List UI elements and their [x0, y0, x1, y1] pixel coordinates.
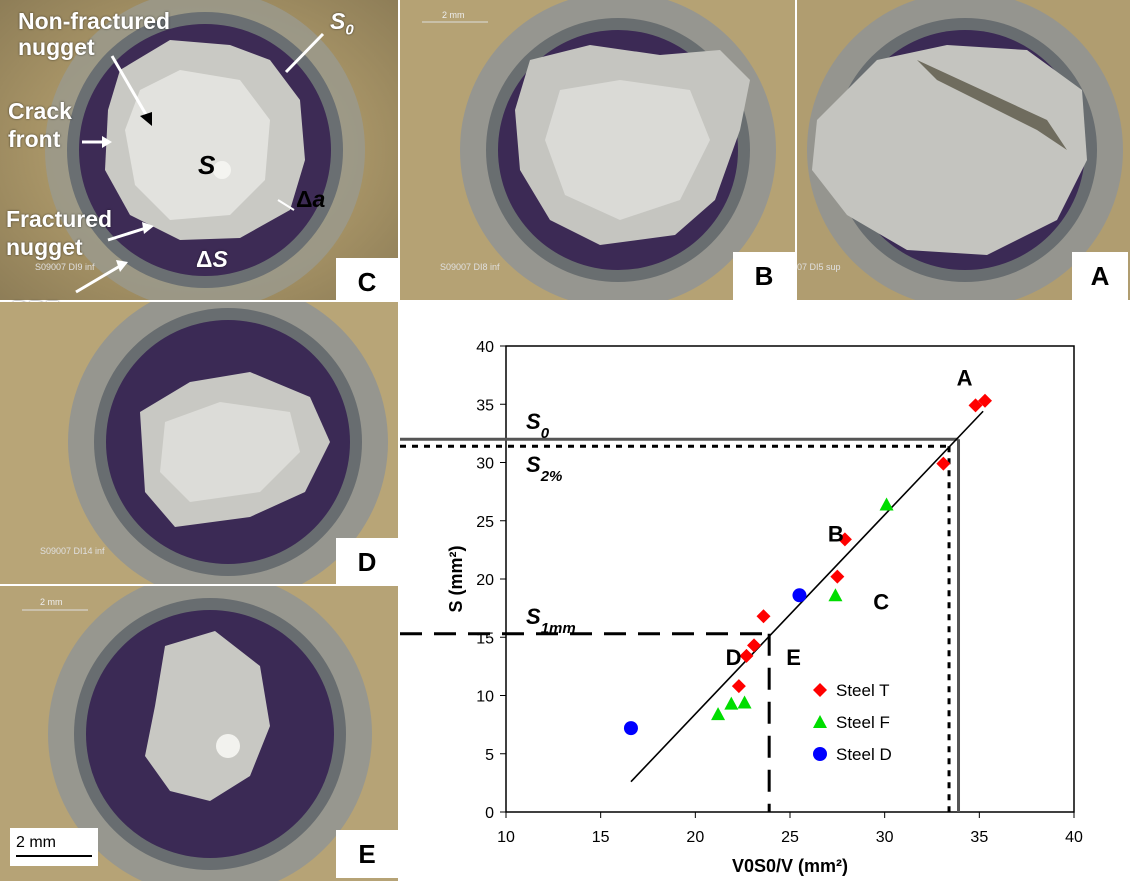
data-point-triangle	[724, 696, 739, 710]
fit-line	[630, 410, 984, 783]
micrograph-e-scale: 2 mm	[40, 597, 63, 607]
annot-s: S	[198, 150, 216, 180]
ref-label-s0: S0	[526, 409, 550, 442]
micrograph-panel-e: 2 mm	[0, 586, 398, 881]
legend-label: Steel F	[836, 713, 890, 732]
data-point-diamond	[747, 638, 762, 653]
annot-fractured: Fractured	[6, 206, 113, 232]
data-point-diamond	[739, 648, 754, 663]
scale-bar-line	[16, 855, 92, 857]
plot-frame	[505, 345, 1075, 813]
scatter-chart: 10 15 20 25 30 35 40 0 5 10 15 20 25 30 35 40 V0S0/V (mm…	[400, 300, 1130, 881]
legend-label: Steel D	[836, 745, 892, 764]
data-point-diamond	[968, 398, 983, 413]
data-point-triangle	[711, 707, 726, 721]
micrograph-d-caption: S09007 DI14 inf	[40, 546, 105, 556]
micrograph-c-caption: S09007 DI9 inf	[35, 262, 95, 272]
micrograph-a-image: 07 DI5 sup	[797, 0, 1130, 300]
annot-crack: Crack	[8, 98, 72, 124]
x-tick-label: 15	[592, 829, 610, 846]
micrograph-c-image: S09007 DI9 inf	[0, 0, 398, 300]
y-tick-label: 10	[476, 689, 494, 706]
y-axis-label: S (mm²)	[446, 545, 466, 612]
annot-non-fractured: Non-fractured	[18, 8, 171, 34]
point-label: B	[828, 522, 844, 547]
micrograph-panel-c: S09007 DI9 inf	[0, 0, 398, 300]
micrograph-panel-b: 2 mm S09007 DI8 inf	[400, 0, 795, 300]
y-tick-label: 25	[476, 514, 494, 531]
data-point-diamond	[813, 683, 827, 697]
micrograph-e-image: 2 mm	[0, 586, 398, 881]
data-point-circle	[792, 588, 807, 603]
annotation-arrows	[75, 32, 325, 294]
point-label: A	[957, 366, 973, 391]
micrograph-b-caption: S09007 DI8 inf	[440, 262, 500, 272]
scale-bar-box	[10, 828, 98, 866]
x-axis-label: V0S0/V (mm²)	[732, 856, 848, 876]
panel-letter-c: C	[336, 258, 398, 306]
data-point-triangle	[828, 588, 843, 602]
micrograph-b-image: 2 mm S09007 DI8 inf	[400, 0, 795, 300]
x-tick-label: 10	[497, 829, 515, 846]
point-label: E	[786, 645, 801, 670]
data-point-triangle	[879, 497, 894, 511]
y-tick-label: 40	[476, 339, 494, 356]
ref-label-s1mm: S1mm	[526, 604, 576, 637]
annot-s0: S0	[330, 8, 354, 39]
data-point-triangle	[737, 695, 752, 709]
panel-letter-b: B	[733, 252, 795, 300]
annot-nugget-top: nugget	[18, 34, 95, 60]
micrograph-a-caption: 07 DI5 sup	[797, 262, 841, 272]
annot-nugget-bottom: nugget	[6, 234, 83, 260]
y-tick-label: 20	[476, 572, 494, 589]
annot-front: front	[8, 126, 61, 152]
legend-label: Steel T	[836, 681, 890, 700]
micrograph-d-image: S09007 DI14 inf	[0, 302, 398, 584]
micrograph-panel-a: 07 DI5 sup	[797, 0, 1130, 300]
data-point-diamond	[837, 532, 852, 547]
scale-bar-label: 2 mm	[16, 834, 56, 851]
data-point-triangle	[813, 715, 827, 728]
point-label: D	[726, 645, 742, 670]
point-label: C	[873, 589, 889, 614]
data-point-circle	[623, 721, 638, 736]
panel-letter-a: A	[1072, 252, 1128, 300]
data-point-diamond	[756, 609, 771, 624]
annot-delta-s: ΔS	[196, 246, 228, 272]
data-point-diamond	[936, 456, 951, 471]
x-tick-label: 25	[781, 829, 799, 846]
ref-label-s2: S2%	[526, 452, 562, 485]
y-tick-label: 35	[476, 397, 494, 414]
data-point-diamond	[830, 569, 845, 584]
panel-letter-e: E	[336, 830, 398, 878]
micrograph-b-scale: 2 mm	[442, 10, 465, 20]
y-tick-label: 0	[485, 805, 494, 822]
data-point-circle	[813, 747, 827, 761]
x-tick-label: 30	[876, 829, 894, 846]
x-tick-label: 35	[970, 829, 988, 846]
annot-delta-a: Δa	[296, 186, 326, 212]
y-tick-label: 5	[485, 747, 494, 764]
data-point-diamond	[978, 393, 993, 408]
micrograph-panel-d: S09007 DI14 inf	[0, 302, 398, 584]
x-tick-label: 40	[1065, 829, 1083, 846]
x-tick-label: 20	[686, 829, 704, 846]
data-point-diamond	[731, 679, 746, 694]
panel-letter-d: D	[336, 538, 398, 586]
y-tick-label: 30	[476, 456, 494, 473]
